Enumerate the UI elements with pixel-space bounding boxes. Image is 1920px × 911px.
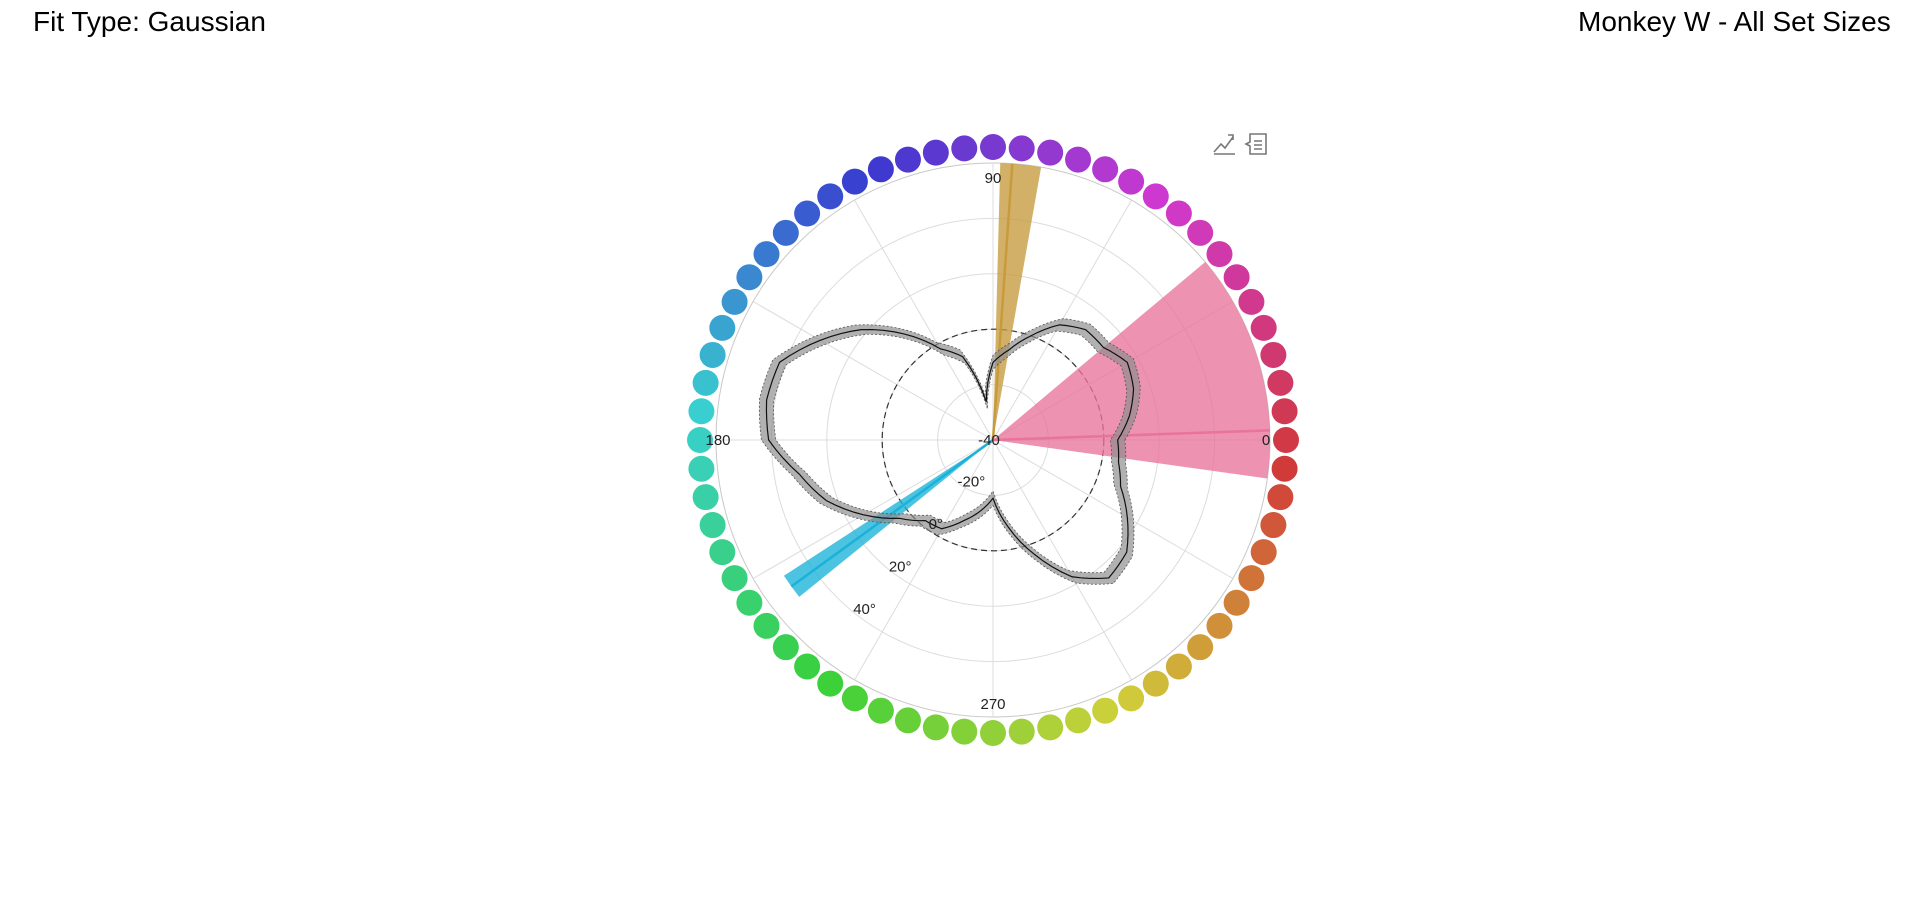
color-dot	[922, 139, 949, 166]
color-dot	[753, 241, 780, 268]
sector-center-line	[992, 429, 1270, 442]
axis-labels: 0 90 180 270 -40 -20° 0° 20° 40°	[705, 170, 1270, 713]
color-dot	[688, 398, 715, 425]
color-dot	[894, 707, 921, 734]
color-dot	[1118, 168, 1145, 195]
color-dot	[817, 183, 844, 210]
color-dot	[1223, 264, 1250, 291]
color-dot	[794, 653, 821, 680]
color-ring	[687, 134, 1299, 746]
color-dot	[692, 484, 719, 511]
fit-curve	[765, 324, 1135, 580]
radial-tick-label: 0°	[929, 516, 943, 533]
color-dot	[1142, 183, 1169, 210]
radial-tick-label: 20°	[889, 558, 912, 575]
color-dot	[1118, 685, 1145, 712]
color-dot	[1037, 714, 1064, 741]
fit-confidence-band	[758, 318, 1141, 585]
color-dot	[951, 135, 978, 162]
color-dot	[1165, 200, 1192, 227]
color-dot	[709, 539, 736, 566]
color-dot	[922, 714, 949, 741]
color-dot	[867, 697, 894, 724]
fit-type-title: Fit Type: Gaussian	[33, 6, 266, 37]
dataset-title: Monkey W - All Set Sizes	[1578, 6, 1891, 37]
color-dot	[692, 369, 719, 396]
color-dot	[1238, 565, 1265, 592]
color-dot	[699, 341, 726, 368]
color-dot	[1092, 156, 1119, 183]
color-dot	[841, 685, 868, 712]
color-dot	[951, 718, 978, 745]
color-dot	[1250, 539, 1277, 566]
color-dot	[1065, 707, 1092, 734]
color-dot	[688, 455, 715, 482]
color-dot	[867, 156, 894, 183]
grid-spoke	[854, 439, 994, 681]
color-dot	[1142, 670, 1169, 697]
color-dot	[1187, 219, 1214, 246]
color-dot	[1267, 369, 1294, 396]
radial-tick-label: -20°	[958, 473, 986, 490]
color-dot	[1206, 241, 1233, 268]
color-dot	[1260, 341, 1287, 368]
color-dot	[1267, 484, 1294, 511]
grid-spoke	[854, 199, 994, 441]
angular-tick-label: 270	[980, 696, 1005, 713]
sector-center-line	[790, 438, 994, 588]
bias-sector	[993, 163, 1042, 441]
color-dot	[817, 670, 844, 697]
color-dot	[794, 200, 821, 227]
radial-tick-label: 40°	[853, 601, 876, 618]
color-dot	[687, 427, 713, 453]
data-list-icon[interactable]	[1242, 130, 1270, 158]
angular-tick-label: 180	[705, 432, 730, 449]
color-dot	[721, 288, 748, 315]
color-dot	[980, 134, 1006, 160]
angular-tick-label: 0	[1262, 432, 1270, 449]
color-dot	[1206, 612, 1233, 639]
color-dot	[1165, 653, 1192, 680]
grid-spoke	[752, 301, 994, 441]
color-dot	[1271, 398, 1298, 425]
color-dot	[1008, 135, 1035, 162]
fit-curve-layer	[758, 318, 1141, 585]
color-dot	[699, 512, 726, 539]
radial-tick-label: -40	[978, 432, 1000, 449]
color-dot	[1260, 512, 1287, 539]
color-dot	[1008, 718, 1035, 745]
color-dot	[1092, 697, 1119, 724]
color-dot	[709, 314, 736, 341]
color-dot	[1250, 314, 1277, 341]
color-dot	[1271, 455, 1298, 482]
color-dot	[1187, 634, 1214, 661]
chart-modebar	[1210, 130, 1270, 158]
color-dot	[721, 565, 748, 592]
color-dot	[980, 720, 1006, 746]
color-dot	[1238, 288, 1265, 315]
color-dot	[772, 219, 799, 246]
color-dot	[1273, 427, 1299, 453]
grid-spoke	[992, 439, 1132, 681]
pencil-chart-icon[interactable]	[1210, 130, 1238, 158]
color-dot	[841, 168, 868, 195]
angular-tick-label: 90	[985, 170, 1002, 187]
grid-spoke	[992, 439, 1234, 579]
color-dot	[1223, 589, 1250, 616]
color-dot	[736, 589, 763, 616]
color-dot	[894, 146, 921, 173]
color-dot	[753, 612, 780, 639]
sector-center-line	[991, 163, 1014, 441]
grid-spoke	[752, 439, 994, 579]
color-dot	[772, 634, 799, 661]
color-dot	[1037, 139, 1064, 166]
color-dot	[1065, 146, 1092, 173]
color-dot	[736, 264, 763, 291]
